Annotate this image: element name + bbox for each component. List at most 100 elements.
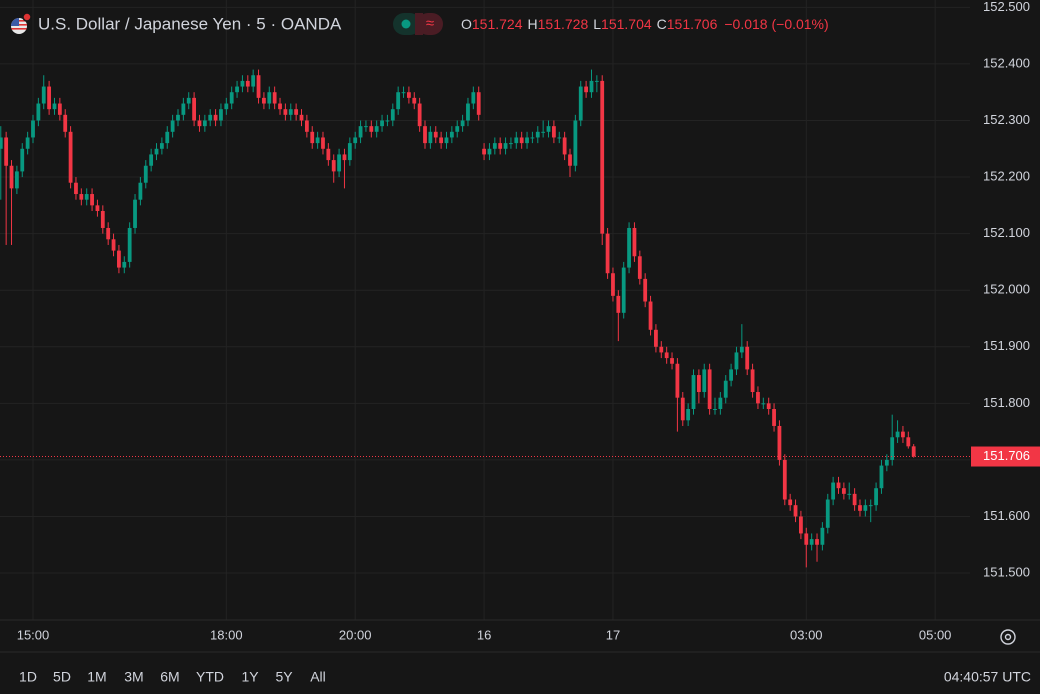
candle-body (47, 86, 52, 110)
candle-body (858, 505, 862, 511)
candle-body (235, 86, 239, 93)
candle-body (836, 482, 841, 489)
candle-body (756, 392, 760, 404)
candle-body (594, 80, 599, 82)
candle-body (696, 375, 701, 393)
candle-body (262, 97, 266, 104)
status-pill[interactable]: ≈ (393, 13, 443, 35)
candle-body (20, 148, 25, 172)
candle-body (648, 301, 653, 330)
candle-body (815, 539, 819, 545)
candle-body (127, 227, 132, 262)
candle-body (616, 295, 621, 313)
candle-body (680, 397, 685, 421)
range-button[interactable]: 1D (19, 669, 37, 685)
candle-body (138, 182, 143, 200)
candle-body (304, 120, 309, 132)
candle-body (879, 465, 884, 489)
status-symbol: ≈ (426, 15, 434, 32)
x-tick-label: 15:00 (17, 627, 50, 642)
candle-body (331, 160, 336, 172)
candle-body (466, 103, 470, 121)
candle-body (799, 516, 803, 534)
candle-body (176, 114, 180, 121)
candle-body (57, 103, 62, 115)
range-button[interactable]: 1M (87, 669, 106, 685)
grid (0, 0, 970, 620)
settings-icon[interactable] (1000, 629, 1016, 645)
candle-body (63, 114, 68, 132)
candle-body (729, 369, 733, 381)
candle-body (278, 103, 282, 110)
candle-body (369, 126, 374, 132)
candle-body (841, 488, 846, 494)
candle-body (423, 126, 427, 144)
candle-body (4, 137, 9, 166)
candle-body (95, 205, 100, 212)
candle-body (385, 120, 390, 122)
candle-body (584, 86, 589, 93)
candle-body (353, 137, 358, 144)
candle-body (197, 120, 202, 127)
candle-body (530, 137, 535, 139)
candle-body (14, 171, 19, 189)
candle-body (310, 131, 315, 144)
candle-body (713, 408, 717, 410)
y-tick-label: 152.300 (983, 112, 1030, 127)
y-tick-label: 152.400 (983, 55, 1030, 70)
range-button[interactable]: YTD (196, 669, 224, 685)
candle-body (535, 131, 540, 138)
range-button[interactable]: All (310, 669, 326, 685)
legend-key: C (657, 16, 667, 32)
candle-body (407, 92, 411, 98)
candle-body (745, 346, 750, 370)
candle-body (417, 103, 422, 127)
candle-body (25, 137, 30, 149)
candle-body (831, 482, 836, 500)
candle-body (294, 109, 299, 115)
candle-body (718, 397, 723, 409)
candle-body (492, 143, 497, 149)
candle-body (439, 137, 444, 144)
candle-body (766, 403, 771, 409)
candle-body (525, 137, 529, 144)
candle-body (627, 227, 631, 268)
candle-body (358, 126, 363, 138)
candle-body (884, 459, 889, 466)
candle-body (159, 143, 164, 149)
candle-body (761, 403, 766, 405)
candle-body (670, 358, 674, 364)
candle-body (471, 92, 476, 104)
candle-body (637, 256, 642, 279)
plot-area (0, 69, 970, 568)
candle-body (686, 408, 691, 421)
range-button[interactable]: 1Y (241, 669, 259, 685)
candle-body (229, 92, 234, 104)
range-button[interactable]: 3M (124, 669, 143, 685)
ohlc-legend: O151.724 H151.728 L151.704 C151.706 −0.018 (… (461, 16, 829, 32)
candle-body (911, 446, 916, 457)
candle-body (557, 137, 562, 139)
candle-body (782, 459, 787, 500)
candle-body (482, 148, 486, 155)
range-button[interactable]: 6M (160, 669, 179, 685)
candle-body (154, 148, 159, 155)
candle-body (283, 109, 288, 115)
candle-body (707, 369, 712, 409)
candle-body (192, 97, 196, 121)
x-tick-label: 20:00 (339, 627, 372, 642)
legend-change: −0.018 (−0.01%) (724, 16, 828, 32)
candle-body (186, 97, 191, 104)
candle-body (342, 154, 347, 161)
candle-body (374, 126, 379, 132)
candle-body (820, 527, 825, 545)
candle-body (772, 408, 776, 426)
range-button[interactable]: 5Y (275, 669, 293, 685)
candle-body (74, 182, 78, 195)
candle-body (9, 165, 14, 189)
candle-body (170, 120, 175, 132)
range-button[interactable]: 5D (53, 669, 71, 685)
candle-body (272, 92, 277, 104)
candle-body (573, 120, 578, 166)
